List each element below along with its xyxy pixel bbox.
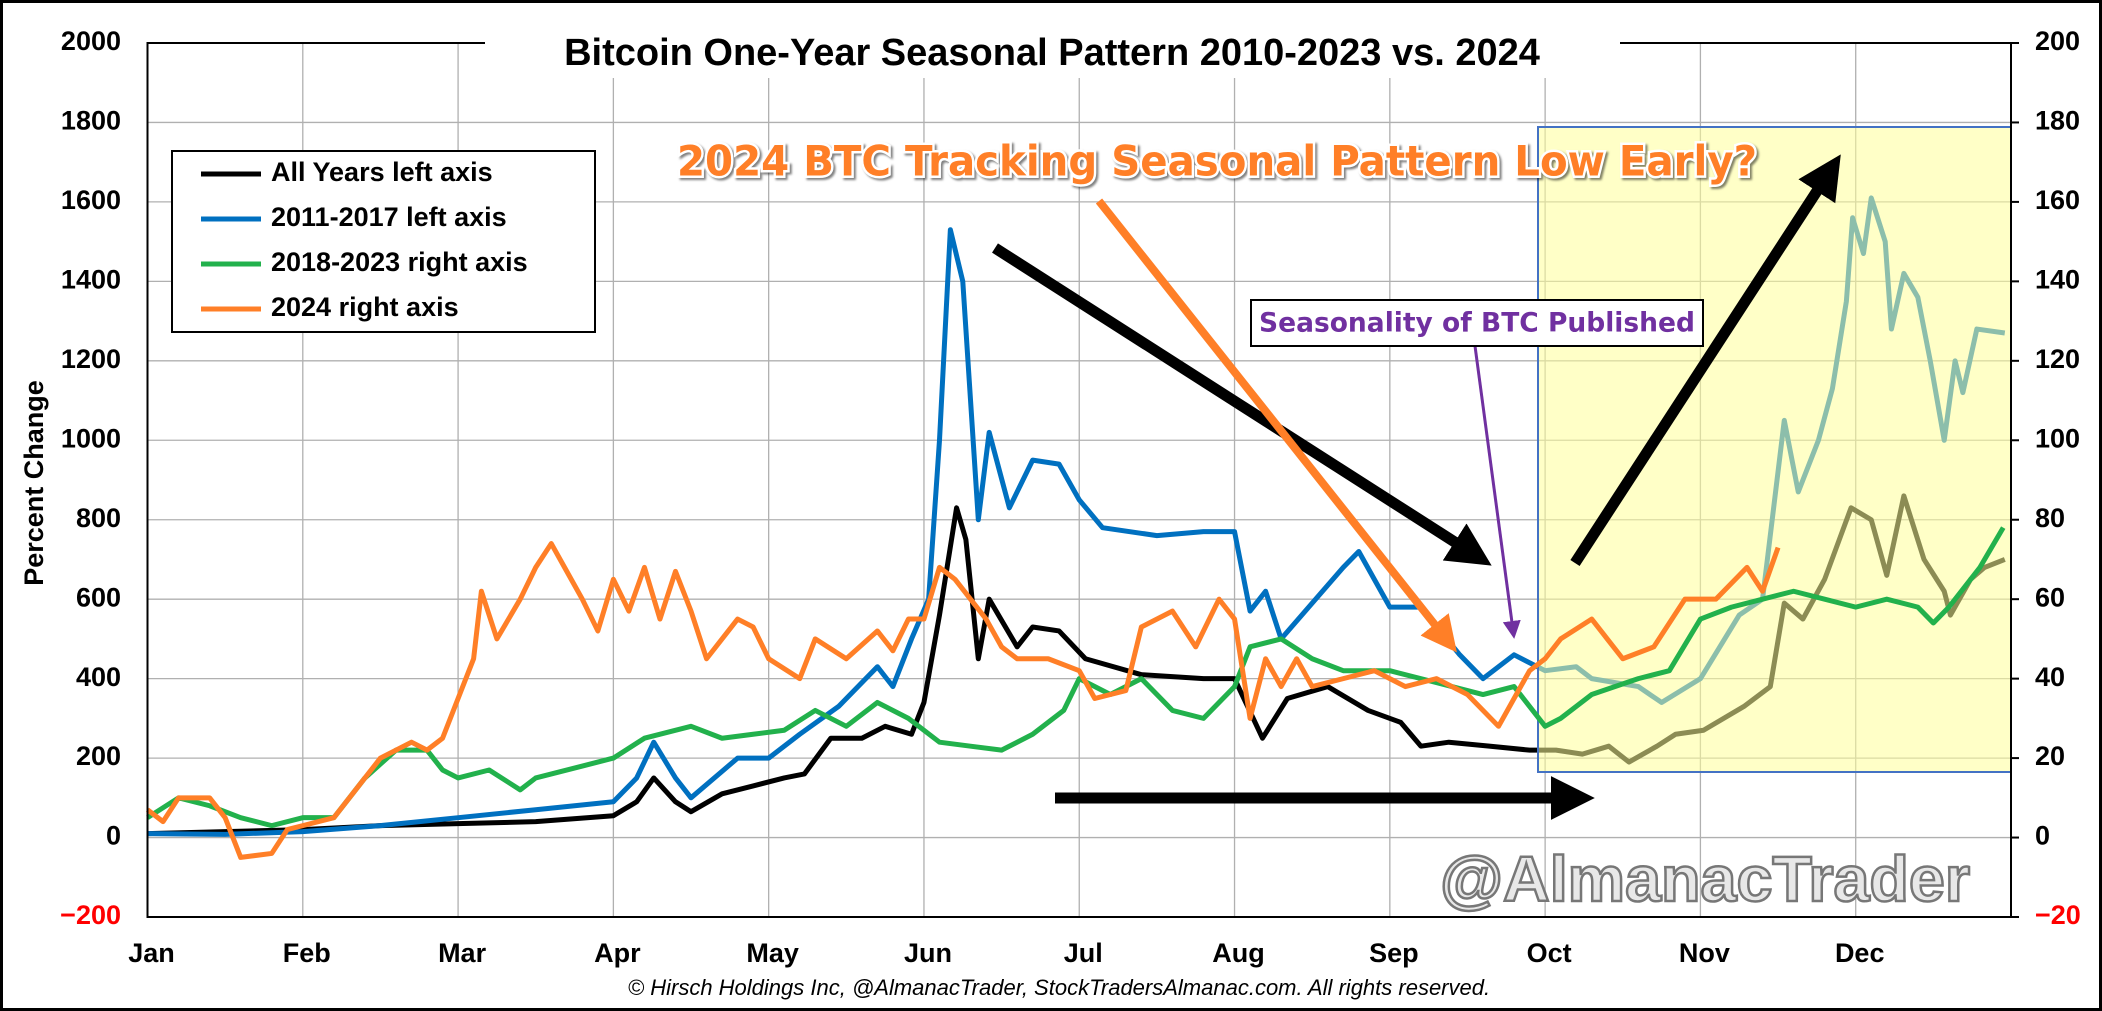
y2-tick-label: 0 [2035,821,2050,851]
y2-tick-label: −20 [2035,900,2081,930]
x-tick-label: Aug [1212,938,1264,968]
legend-box [171,150,596,333]
y2-tick-label: 120 [2035,344,2080,374]
y2-tick-label: 160 [2035,185,2080,215]
x-tick-label: Jun [904,938,952,968]
legend-label: All Years left axis [271,157,493,187]
x-tick-label: May [746,938,799,968]
y2-tick-label: 40 [2035,662,2065,692]
y-tick-label: 1200 [61,344,121,374]
x-tick-label: Feb [283,938,331,968]
y2-tick-label: 80 [2035,503,2065,533]
annotation: Seasonality of BTC Published [1259,308,1695,339]
series-layer [145,526,2006,860]
y-tick-label: 0 [106,821,121,851]
arrow [1570,154,1841,566]
y-tick-label: 600 [76,582,121,612]
y2-tick-label: 100 [2035,423,2080,453]
x-tick-label: Oct [1527,938,1572,968]
footer: © Hirsch Holdings Inc, @AlmanacTrader, S… [628,975,1490,1000]
legend-label: 2024 right axis [271,292,459,322]
highlight-region [1537,126,2012,773]
y2-tick-label: 180 [2035,106,2080,136]
arrow [992,243,1492,566]
y2-tick-label: 140 [2035,264,2080,294]
y2-tick-label: 200 [2035,26,2080,56]
y-tick-label: 1400 [61,264,121,294]
y-tick-label: 1600 [61,185,121,215]
annotation: 2024 BTC Tracking Seasonal Pattern Low E… [677,137,1757,186]
legend-label: 2018-2023 right axis [271,247,528,277]
x-tick-label: Sep [1369,938,1419,968]
y-tick-label: 2000 [61,26,121,56]
y-tick-label: 1000 [61,423,121,453]
series-line [145,541,1781,860]
x-tick-label: Apr [594,938,641,968]
y-tick-label: 200 [76,741,121,771]
chart-title: Bitcoin One-Year Seasonal Pattern 2010-2… [564,32,1540,74]
arrow [1473,345,1521,639]
y2-tick-label: 20 [2035,741,2065,771]
y-tick-label: 400 [76,662,121,692]
watermark: @AlmanacTrader [1440,843,1970,915]
title-background [485,30,1620,78]
y-tick-label: 1800 [61,106,121,136]
x-tick-label: Mar [438,938,487,968]
y-tick-label: −200 [60,900,121,930]
y-axis-label: Percent Change [19,380,49,586]
legend-label: 2011-2017 left axis [271,202,507,232]
x-tick-label: Dec [1835,938,1885,968]
axes: −200020040060080010001200140016001800200… [60,26,2081,968]
arrow [1095,198,1457,653]
series-line [146,526,2006,829]
y-tick-label: 800 [76,503,121,533]
y2-tick-label: 60 [2035,582,2065,612]
legend: All Years left axis 2011-2017 left axis 20… [171,150,596,333]
annotation-box [1250,299,1704,347]
x-tick-label: Nov [1679,938,1730,968]
x-tick-label: Jul [1064,938,1103,968]
x-tick-label: Jan [128,938,175,968]
